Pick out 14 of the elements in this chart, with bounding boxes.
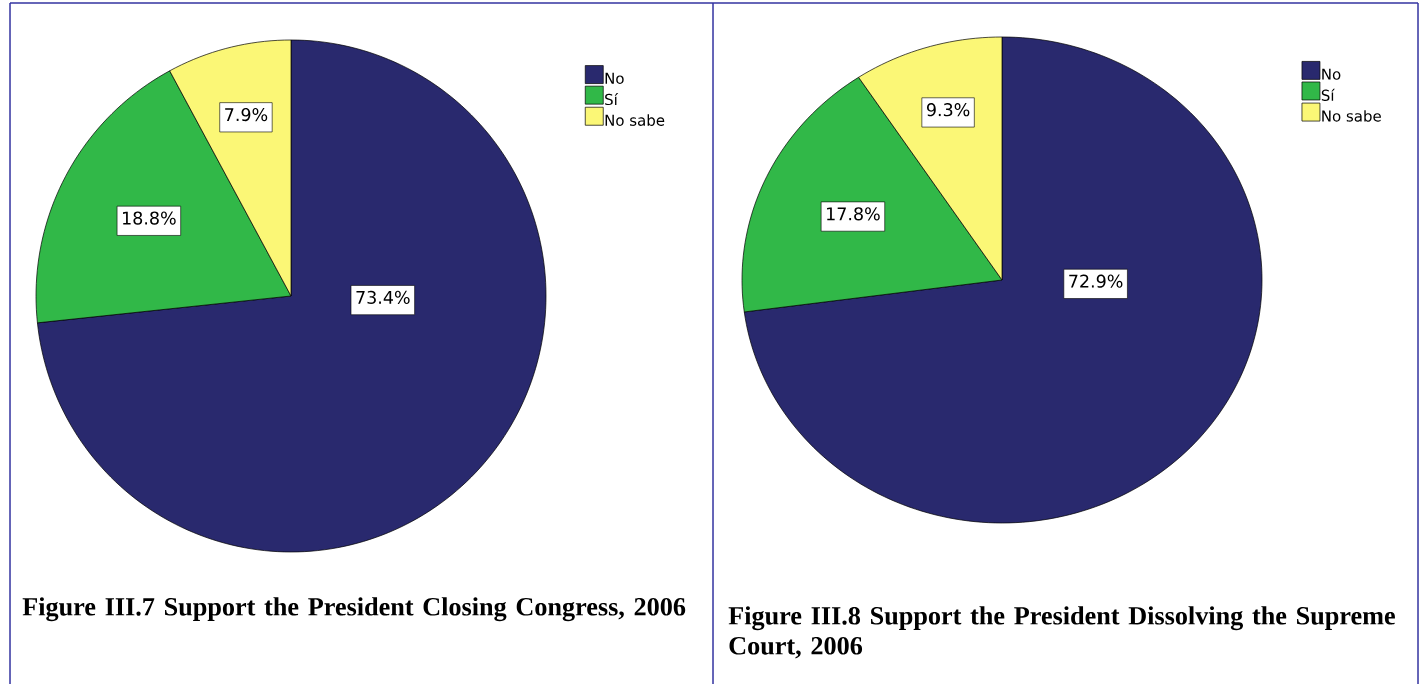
data-label: 18.8% <box>123 211 176 225</box>
legend-label: No <box>605 72 624 85</box>
legend-label: No sabe <box>605 114 665 126</box>
data-label: 73.4% <box>356 290 410 304</box>
legend-label: No sabe <box>1322 110 1381 122</box>
data-label: 17.8% <box>827 207 880 221</box>
data-label: 9.3% <box>926 103 970 117</box>
legend-label: Sí <box>1321 88 1335 101</box>
data-label: 7.9% <box>225 107 268 122</box>
data-label: 72.9% <box>1069 274 1123 288</box>
text: Figure III.8 Support the President Dissolving the Supreme Court, 2006 <box>728 606 1395 659</box>
legend-label: Sí <box>605 92 619 106</box>
text: Figure III.7 Support the President Closing Congress, 2006 <box>22 597 686 622</box>
legend-label: No <box>1322 68 1341 80</box>
